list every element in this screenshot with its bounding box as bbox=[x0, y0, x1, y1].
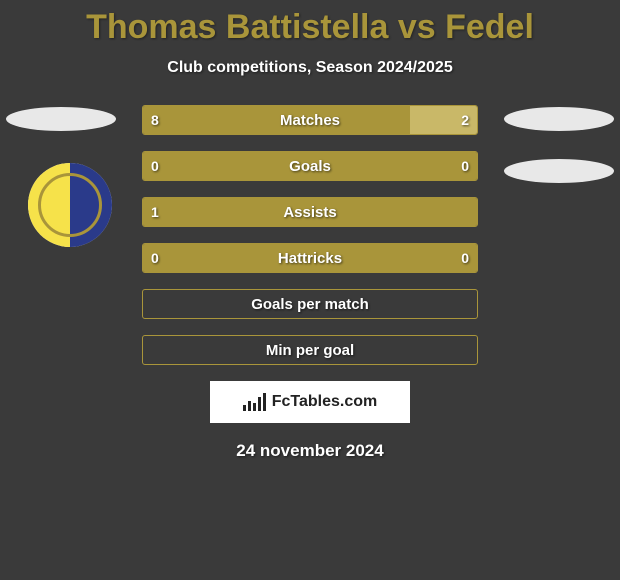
bar-label: Hattricks bbox=[143, 244, 477, 272]
stat-bar: Matches8 2 bbox=[142, 105, 478, 135]
page-title: Thomas Battistella vs Fedel bbox=[0, 0, 620, 47]
club-right-badge-placeholder bbox=[504, 159, 614, 183]
bar-label: Goals per match bbox=[143, 290, 477, 318]
bar-label: Goals bbox=[143, 152, 477, 180]
club-left-badge bbox=[28, 163, 112, 247]
player-right-avatar-placeholder bbox=[504, 107, 614, 131]
player-left-avatar-placeholder bbox=[6, 107, 116, 131]
bar-label: Assists bbox=[143, 198, 477, 226]
bar-label: Matches bbox=[143, 106, 477, 134]
bar-value-left: 8 bbox=[151, 106, 159, 134]
stat-bar: Hattricks0 0 bbox=[142, 243, 478, 273]
logo-bars-icon bbox=[243, 393, 266, 411]
date-line: 24 november 2024 bbox=[0, 441, 620, 461]
stat-bars-column: Matches82Goals00Assists1Hattricks00Goals… bbox=[142, 105, 478, 365]
bar-value-right: 0 bbox=[461, 244, 469, 272]
bar-value-right: 2 bbox=[461, 106, 469, 134]
fctables-logo: FcTables.com bbox=[210, 381, 410, 423]
bar-value-left: 0 bbox=[151, 152, 159, 180]
stat-bar: Min per goal bbox=[142, 335, 478, 365]
stat-bar: Goals0 0 bbox=[142, 151, 478, 181]
bar-label: Min per goal bbox=[143, 336, 477, 364]
stat-bar: Goals per match bbox=[142, 289, 478, 319]
logo-text: FcTables.com bbox=[272, 393, 378, 411]
subtitle: Club competitions, Season 2024/2025 bbox=[0, 59, 620, 77]
bar-value-left: 1 bbox=[151, 198, 159, 226]
bar-value-right: 0 bbox=[461, 152, 469, 180]
comparison-area: Matches82Goals00Assists1Hattricks00Goals… bbox=[0, 105, 620, 365]
stat-bar: Assists1 bbox=[142, 197, 478, 227]
bar-value-left: 0 bbox=[151, 244, 159, 272]
